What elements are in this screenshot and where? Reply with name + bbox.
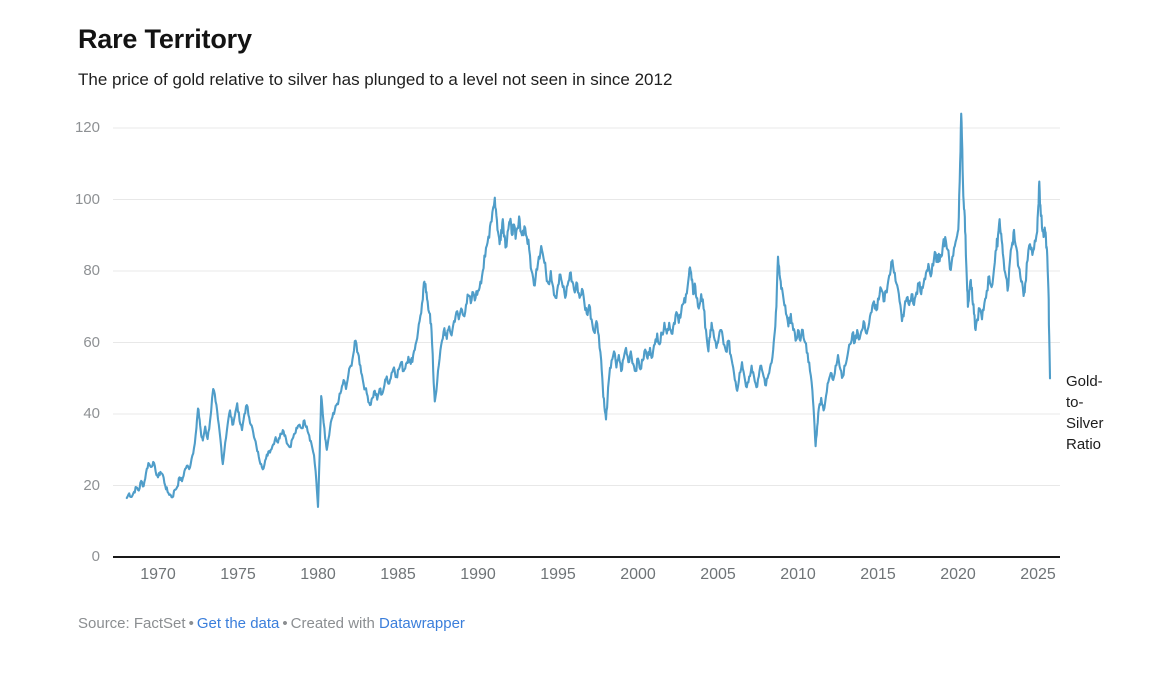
chart-title: Rare Territory	[78, 24, 252, 54]
series-label: Gold-to-Silver Ratio	[1066, 373, 1104, 453]
created-with-text: Created with	[290, 615, 375, 632]
y-tick-label: 120	[74, 119, 100, 136]
y-tick-label: 80	[83, 262, 100, 279]
separator-dot: •	[282, 615, 288, 632]
x-tick-label: 1980	[300, 566, 336, 583]
separator-dot: •	[188, 615, 194, 632]
x-tick-label: 1985	[380, 566, 416, 583]
get-data-link[interactable]: Get the data	[196, 615, 280, 632]
y-tick-label: 100	[74, 190, 100, 208]
x-tick-label: 1970	[140, 566, 176, 583]
x-tick-label: 2005	[700, 566, 736, 583]
x-tick-label: 1995	[540, 566, 576, 583]
x-tick-label: 2025	[1020, 566, 1056, 583]
x-tick-label: 1975	[220, 566, 256, 583]
x-tick-label: 2015	[860, 566, 896, 583]
y-tick-label: 0	[91, 548, 100, 565]
x-tick-label: 2000	[620, 566, 656, 583]
y-tick-label: 60	[83, 333, 100, 351]
datawrapper-link[interactable]: Datawrapper	[379, 615, 465, 632]
x-tick-label: 2020	[940, 566, 976, 583]
footer: Source: FactSet • Get the data • Created wit…	[78, 615, 465, 632]
x-tick-label: 1990	[460, 566, 496, 583]
x-tick-label: 2010	[780, 566, 816, 583]
y-tick-label: 20	[83, 476, 100, 494]
source-text: Source: FactSet	[78, 615, 186, 632]
chart-subtitle: The price of gold relative to silver has…	[78, 70, 673, 89]
ratio-line[interactable]	[125, 112, 1052, 508]
y-tick-label: 40	[83, 405, 100, 422]
